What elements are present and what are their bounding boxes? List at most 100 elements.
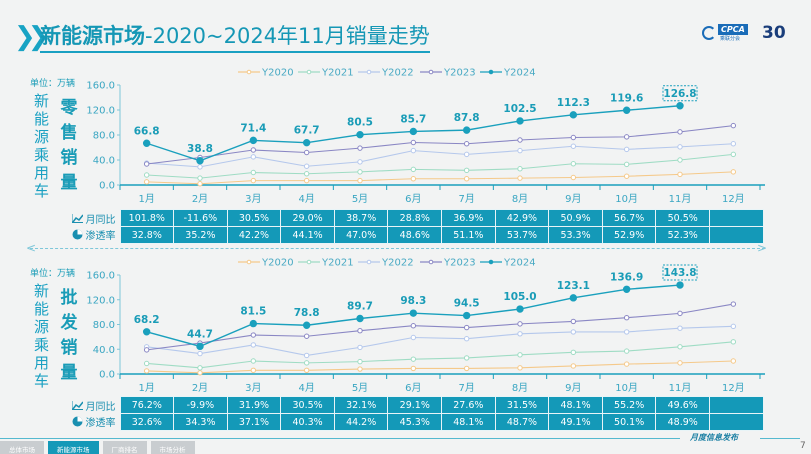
side-label: 新能源乘用车 — [34, 92, 50, 200]
table-cell: 29.0% — [280, 209, 335, 227]
table-cell: 42.9% — [494, 209, 550, 227]
footer-line — [760, 438, 800, 439]
x-tick-label: 6月 — [405, 382, 421, 394]
data-point-Y2022 — [463, 336, 470, 342]
table-cell — [709, 413, 764, 431]
data-label: 112.3 — [557, 97, 590, 109]
data-point-Y2023 — [250, 147, 257, 153]
data-label: 89.7 — [347, 300, 373, 312]
y-tick-label: 40.0 — [93, 156, 115, 167]
data-point-Y2021 — [143, 360, 150, 367]
data-point-Y2021 — [677, 157, 683, 163]
series-line-Y2023 — [146, 125, 734, 165]
table-cell: 44.1% — [280, 226, 335, 244]
y-tick-label: 120.0 — [86, 295, 115, 306]
table-row-yoy: 月同比 76.2% -9.9% 31.9% 30.5% 32.1% 29.1% 27.6% 31… — [60, 396, 764, 414]
row-label: 月同比 — [60, 397, 120, 414]
x-tick-label: 7月 — [458, 193, 474, 205]
data-point-Y2020 — [410, 365, 417, 372]
data-point-Y2021 — [517, 352, 523, 358]
series-line-Y2020 — [146, 360, 734, 374]
table-cell: 31.5% — [494, 396, 550, 414]
table-cell: 37.1% — [226, 413, 282, 431]
data-point-Y2022 — [677, 144, 683, 150]
data-point-Y2020 — [623, 361, 630, 367]
data-point-Y2021 — [623, 348, 630, 354]
table-cell: 48.7% — [494, 413, 550, 431]
data-point-Y2020 — [677, 171, 683, 178]
logo-anniversary: 30 — [762, 23, 786, 43]
data-point-Y2022 — [623, 329, 630, 335]
table-cell: 34.3% — [173, 413, 228, 431]
data-point-Y2021 — [197, 365, 203, 371]
data-point-Y2020 — [250, 367, 257, 373]
x-tick-label: 1月 — [138, 193, 154, 205]
row-label: 渗透率 — [60, 227, 120, 244]
data-point-Y2022 — [730, 141, 737, 147]
data-label: 136.9 — [610, 271, 643, 283]
data-point-Y2023 — [677, 310, 683, 317]
table-row-penetration: 渗透率 32.8% 35.2% 42.2% 44.1% 47.0% 48.6% 51.1% 53… — [60, 226, 764, 244]
data-point-Y2022 — [570, 329, 577, 335]
tab-overall-market[interactable]: 总体市场 — [0, 441, 44, 454]
data-point-Y2021 — [197, 175, 203, 181]
data-point-Y2023 — [730, 301, 737, 307]
y-tick-label: 0.0 — [99, 370, 115, 381]
data-label: 71.4 — [240, 122, 266, 134]
table-cell: 76.2% — [119, 396, 175, 414]
tab-nev-market[interactable]: 新能源市场 — [48, 441, 99, 454]
table-cell: 31.9% — [226, 396, 282, 414]
data-point-Y2024 — [142, 139, 151, 147]
table-cell: -9.9% — [173, 396, 228, 414]
data-point-Y2023 — [570, 134, 577, 141]
data-point-Y2020 — [197, 181, 203, 187]
x-tick-label: 3月 — [245, 193, 261, 205]
table-cell: 42.2% — [226, 226, 282, 244]
data-label: 44.7 — [187, 328, 213, 340]
data-point-Y2024 — [196, 157, 204, 165]
data-point-Y2022 — [250, 154, 257, 160]
data-point-Y2024 — [356, 314, 364, 323]
legend-label: Y2021 — [321, 68, 354, 79]
table-cell: 50.9% — [548, 209, 603, 227]
data-point-Y2021 — [303, 171, 310, 177]
data-point-Y2024 — [622, 106, 631, 114]
y-tick-label: 160.0 — [86, 81, 115, 92]
data-point-Y2023 — [303, 149, 310, 156]
tab-manufacturer-ranking[interactable]: 厂商排名 — [102, 441, 147, 454]
table-cell: 52.3% — [655, 226, 711, 244]
data-point-Y2022 — [570, 143, 577, 149]
data-point-Y2023 — [143, 347, 150, 353]
legend-marker — [428, 69, 434, 75]
x-tick-label: 11月 — [669, 193, 692, 205]
table-cell: 45.3% — [387, 413, 443, 431]
legend-marker — [488, 259, 494, 265]
data-point-Y2020 — [570, 174, 577, 181]
retail-sales-chart: 0.0 40.0 80.0 120.0 160.0 1月 2月 3月 4月 5月 6月 7月 8月 9月 1… — [86, 68, 765, 205]
data-point-Y2024 — [462, 126, 471, 134]
data-point-Y2021 — [730, 151, 737, 158]
data-point-Y2024 — [302, 138, 311, 147]
row-label-text: 月同比 — [85, 401, 116, 413]
y-tick-label: 80.0 — [93, 320, 115, 331]
table-cell: 47.0% — [333, 226, 389, 244]
legend-marker — [366, 259, 372, 265]
data-point-Y2022 — [517, 331, 523, 337]
tab-market-analysis[interactable]: 市场分析 — [150, 441, 195, 454]
legend-marker — [246, 69, 252, 75]
x-tick-label: 10月 — [615, 193, 638, 205]
data-point-Y2024 — [676, 281, 684, 289]
table-cell: 56.7% — [601, 209, 657, 227]
metric-label: 批发销量 — [60, 288, 78, 383]
legend-label: Y2023 — [443, 68, 476, 79]
wholesale-stats-table: 月同比 76.2% -9.9% 31.9% 30.5% 32.1% 29.1% 27.6% 31… — [60, 396, 764, 431]
series-line-Y2022 — [146, 143, 734, 168]
data-point-Y2022 — [410, 334, 417, 341]
data-label: 85.7 — [400, 113, 426, 125]
data-label: 126.8 — [663, 88, 696, 100]
data-point-Y2024 — [462, 311, 471, 320]
data-point-Y2023 — [570, 318, 577, 325]
x-tick-label: 6月 — [405, 193, 421, 205]
data-point-Y2021 — [357, 169, 363, 175]
data-point-Y2021 — [410, 356, 417, 362]
